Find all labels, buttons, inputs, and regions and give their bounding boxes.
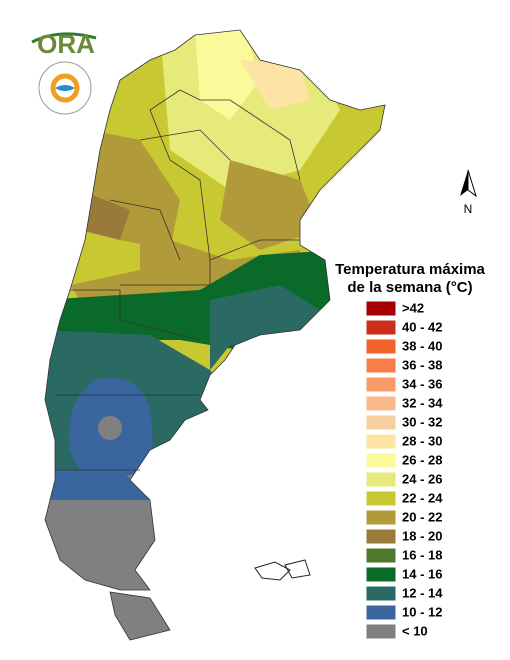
logo: ORA [31, 29, 97, 115]
legend-swatch [365, 338, 397, 355]
legend-swatch [365, 490, 397, 507]
legend-label: 18 - 20 [402, 528, 442, 543]
legend-swatch [365, 452, 397, 469]
legend-swatch [365, 319, 397, 336]
legend-swatch [365, 357, 397, 374]
logo-text: ORA [37, 29, 95, 59]
legend-label: 38 - 40 [402, 338, 442, 353]
logo-swoosh [31, 32, 97, 44]
north-arrow: N [460, 169, 477, 216]
legend-swatch [365, 547, 397, 564]
legend-label: 28 - 30 [402, 433, 442, 448]
legend-title: de la semana (°C) [347, 279, 472, 296]
legend-label: 24 - 26 [402, 471, 442, 486]
legend-label: < 10 [402, 623, 428, 638]
legend-swatch [365, 623, 397, 640]
legend-label: 22 - 24 [402, 490, 443, 505]
legend-label: 34 - 36 [402, 376, 442, 391]
legend-title: Temperatura máxima [335, 261, 485, 278]
tierra-del-fuego [109, 591, 171, 641]
legend-label: 14 - 16 [402, 566, 442, 581]
legend-label: >42 [402, 300, 424, 315]
legend-swatch [365, 414, 397, 431]
legend-label: 40 - 42 [402, 319, 442, 334]
logo-sun [50, 73, 80, 103]
legend-swatch [365, 433, 397, 450]
north-arrow-half [467, 169, 477, 198]
legend-swatch [365, 300, 397, 317]
legend-swatch [365, 604, 397, 621]
legend-label: 30 - 32 [402, 414, 442, 429]
legend-label: 32 - 34 [402, 395, 443, 410]
logo-wave [55, 85, 75, 91]
north-arrow-half [460, 170, 468, 196]
legend-swatch [365, 509, 397, 526]
legend-swatch [365, 471, 397, 488]
islands [254, 559, 311, 581]
north-label: N [464, 202, 473, 216]
legend-label: 36 - 38 [402, 357, 442, 372]
legend-label: 10 - 12 [402, 604, 442, 619]
legend-label: 12 - 14 [402, 585, 443, 600]
legend-swatch [365, 395, 397, 412]
legend-label: 20 - 22 [402, 509, 442, 524]
province-borders [44, 29, 386, 591]
legend-swatch [365, 566, 397, 583]
legend-label: 26 - 28 [402, 452, 442, 467]
legend-swatch [365, 528, 397, 545]
legend-swatch [365, 376, 397, 393]
legend-label: 16 - 18 [402, 547, 442, 562]
legend: Temperatura máxima de la semana (°C) >42… [335, 261, 486, 640]
legend-swatch [365, 585, 397, 602]
